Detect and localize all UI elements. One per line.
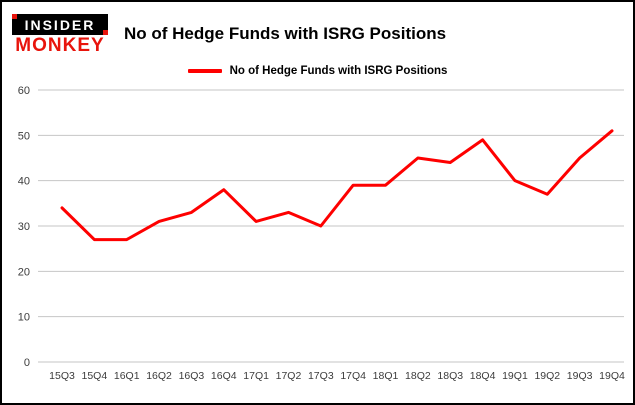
legend-line-swatch — [187, 69, 222, 73]
line-chart: 0 10 20 30 40 50 60 15Q3 15Q4 16Q1 16Q2 16Q3 16Q4 17Q… — [18, 85, 625, 382]
y-axis-tick-label: 0 — [24, 357, 30, 369]
x-axis-tick-label: 19Q2 — [534, 370, 560, 382]
x-axis-tick-label: 16Q2 — [146, 370, 172, 382]
x-axis-tick-label: 18Q4 — [470, 370, 496, 382]
x-axis-tick-label: 19Q1 — [502, 370, 528, 382]
y-axis-tick-label: 10 — [18, 312, 30, 324]
x-axis-tick-label: 18Q1 — [373, 370, 399, 382]
chart-header: INSIDER MONKEY No of Hedge Funds with IS… — [2, 2, 633, 58]
y-axis-tick-label: 50 — [18, 130, 30, 142]
y-axis-tick-label: 40 — [18, 176, 30, 188]
x-axis-tick-label: 17Q2 — [276, 370, 302, 382]
logo-pixel-accent — [12, 13, 17, 19]
x-axis-tick-label: 16Q1 — [114, 370, 140, 382]
x-axis-tick-label: 17Q3 — [308, 370, 334, 382]
legend-label: No of Hedge Funds with ISRG Positions — [229, 65, 448, 77]
x-axis-tick-label: 19Q4 — [599, 370, 625, 382]
page-title: No of Hedge Funds with ISRG Positions — [124, 24, 447, 43]
logo-top-row: INSIDER — [12, 13, 108, 35]
series-line — [60, 129, 614, 242]
x-axis-tick-label: 15Q3 — [49, 370, 75, 382]
insider-monkey-logo: INSIDER MONKEY — [12, 13, 108, 56]
x-axis-tick-label: 16Q3 — [179, 370, 205, 382]
logo-pixel-accent — [103, 29, 108, 35]
x-axis-tick-label: 17Q1 — [243, 370, 269, 382]
logo-text-insider: INSIDER — [24, 16, 96, 33]
x-axis-tick-label: 17Q4 — [340, 370, 366, 382]
chart-area: 0 10 20 30 40 50 60 15Q3 15Q4 16Q1 16Q2 16Q3 16Q4 17Q… — [2, 78, 633, 403]
y-axis-tick-label: 60 — [18, 85, 30, 97]
logo-text-monkey: MONKEY — [15, 34, 105, 56]
x-axis-tick-label: 18Q3 — [437, 370, 463, 382]
x-axis-tick-label: 16Q4 — [211, 370, 237, 382]
y-axis-tick-label: 30 — [18, 221, 30, 233]
x-axis-tick-label: 18Q2 — [405, 370, 431, 382]
y-axis-tick-label: 20 — [18, 266, 30, 278]
chart-legend: No of Hedge Funds with ISRG Positions — [2, 60, 633, 82]
x-axis-tick-label: 19Q3 — [567, 370, 593, 382]
x-axis-tick-label: 15Q4 — [82, 370, 108, 382]
